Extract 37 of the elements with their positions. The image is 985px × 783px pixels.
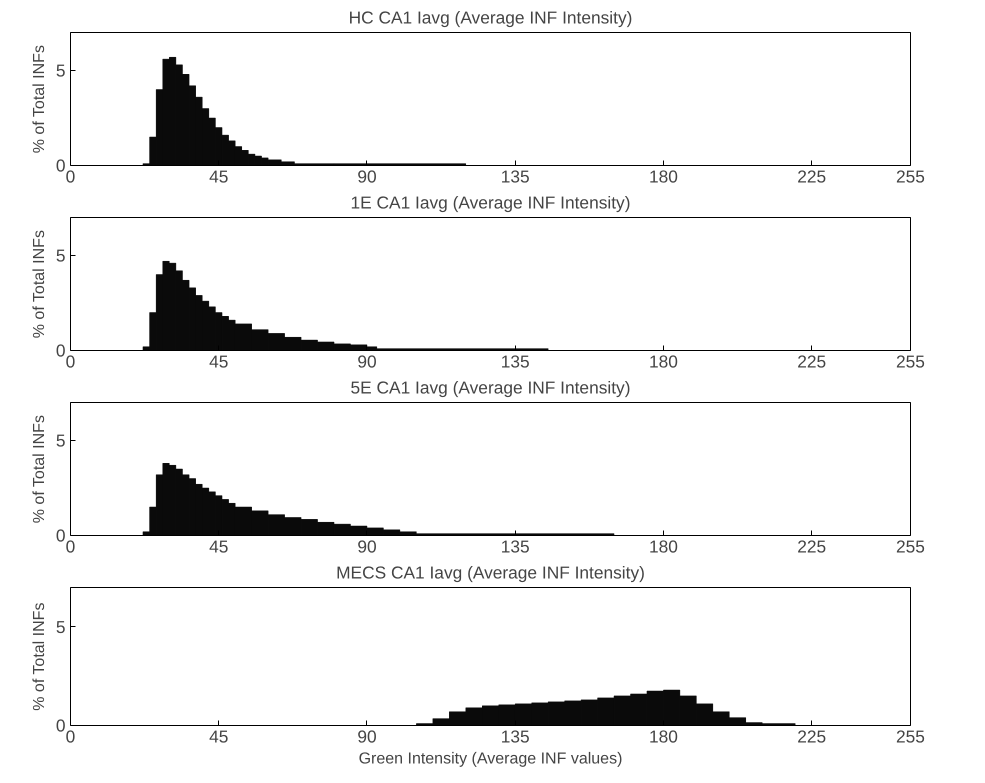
x-tick-label: 45 [209, 166, 228, 186]
x-tick-label: 135 [500, 352, 530, 372]
x-tick-label: 90 [357, 166, 377, 186]
x-tick-label: 135 [500, 536, 530, 556]
x-tick-label: 255 [896, 726, 925, 746]
x-tick-label: 135 [500, 726, 530, 746]
x-tick-label: 45 [209, 352, 228, 372]
x-tick-label: 225 [797, 726, 826, 746]
chart-title: MECS CA1 Iavg (Average INF Intensity) [336, 562, 645, 582]
x-tick-label: 225 [797, 352, 826, 372]
chart-title: 1E CA1 Iavg (Average INF Intensity) [350, 192, 630, 212]
x-tick-label: 90 [357, 726, 377, 746]
y-axis-title: % of Total INFs [30, 230, 48, 338]
x-tick-label: 90 [357, 352, 377, 372]
x-tick-label: 135 [500, 166, 530, 186]
x-tick-label: 225 [797, 166, 826, 186]
x-tick-label: 255 [896, 352, 925, 372]
x-tick-label: 45 [209, 726, 228, 746]
y-tick-label: 5 [56, 616, 66, 637]
chart-title: HC CA1 Iavg (Average INF Intensity) [348, 8, 632, 28]
x-tick-label: 180 [648, 352, 678, 372]
x-tick-label: 90 [357, 536, 377, 556]
x-tick-label: 225 [797, 536, 826, 556]
x-tick-label: 45 [209, 536, 228, 556]
x-axis-title: Green Intensity (Average INF values) [358, 750, 622, 768]
y-tick-label: 5 [56, 430, 66, 450]
chart-title: 5E CA1 Iavg (Average INF Intensity) [350, 378, 630, 398]
x-tick-label: 255 [896, 536, 925, 556]
y-tick-label: 5 [56, 60, 66, 80]
y-axis-title: % of Total INFs [30, 602, 48, 711]
x-tick-label: 180 [648, 726, 678, 746]
x-tick-label: 180 [648, 166, 678, 186]
y-axis-title: % of Total INFs [30, 415, 48, 524]
y-tick-label: 5 [56, 246, 66, 266]
x-tick-label: 255 [896, 166, 925, 186]
x-tick-label: 180 [648, 536, 678, 556]
y-axis-title: % of Total INFs [30, 45, 48, 154]
